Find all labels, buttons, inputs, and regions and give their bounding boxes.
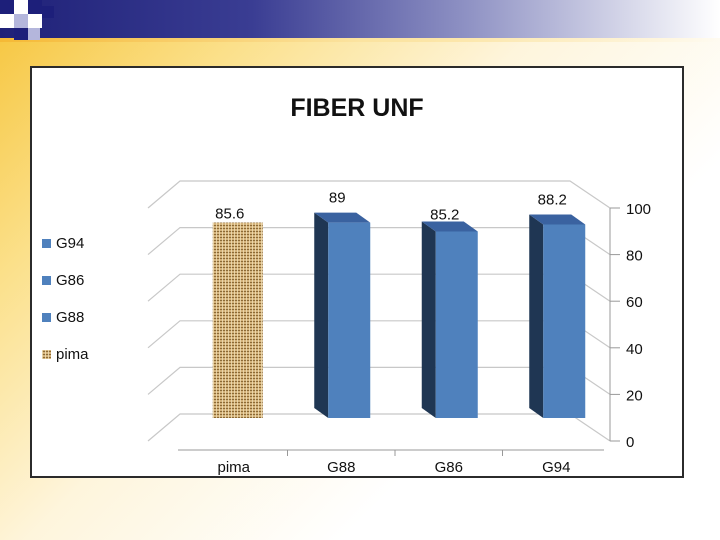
bars-layer xyxy=(212,212,586,418)
legend-label: G94 xyxy=(56,235,84,252)
bar-side xyxy=(314,212,329,418)
legend: G94 G86 G88 pima xyxy=(42,235,89,363)
bar-front xyxy=(212,222,263,418)
legend-swatch xyxy=(42,313,51,322)
bar-g88 xyxy=(314,212,371,418)
x-axis-categories: pima G88 G86 G94 xyxy=(217,450,570,476)
bar-side xyxy=(421,221,436,418)
y-axis-ticks: 0 20 40 60 80 100 xyxy=(609,201,651,451)
data-labels-layer: 85.6 89 85.2 88.2 xyxy=(215,190,567,224)
bar-chart: FIBER UNF 0 20 40 60 80 100 85.6 89 85.2 88.2 pi… xyxy=(42,94,651,476)
bar-front xyxy=(543,224,586,418)
category-label: G88 xyxy=(327,459,355,476)
bar-top xyxy=(421,221,478,232)
y-tick-label: 40 xyxy=(626,341,643,358)
bar-top xyxy=(529,214,586,225)
chart-frame: FIBER UNF 0 20 40 60 80 100 85.6 89 85.2 88.2 pi… xyxy=(30,66,684,478)
legend-label: pima xyxy=(56,346,89,363)
gridline xyxy=(147,227,611,256)
category-label: G94 xyxy=(542,459,570,476)
data-label: 85.6 xyxy=(215,206,244,223)
legend-swatch xyxy=(42,276,51,285)
gridline xyxy=(147,320,611,349)
bar-front xyxy=(328,222,371,418)
gridline xyxy=(147,366,611,395)
grid-layer xyxy=(147,180,611,451)
data-label: 88.2 xyxy=(538,191,567,208)
legend-label: G86 xyxy=(56,272,84,289)
y-tick-label: 60 xyxy=(626,294,643,311)
bar-side xyxy=(529,214,544,418)
y-tick-label: 80 xyxy=(626,248,643,265)
bar-g94 xyxy=(529,214,586,418)
slide-header-accent xyxy=(0,38,720,42)
data-label: 89 xyxy=(329,190,346,207)
chart-title: FIBER UNF xyxy=(290,94,423,122)
category-label: pima xyxy=(217,459,250,476)
category-label: G86 xyxy=(435,459,463,476)
y-tick-label: 20 xyxy=(626,387,643,404)
bar-top xyxy=(314,212,371,223)
y-tick-label: 0 xyxy=(626,434,634,451)
legend-label: G88 xyxy=(56,309,84,326)
bar-g86 xyxy=(421,221,478,418)
bar-front xyxy=(435,231,478,418)
bar-pima xyxy=(212,222,263,418)
y-tick-label: 100 xyxy=(626,201,651,218)
legend-swatch xyxy=(42,350,51,359)
data-label: 85.2 xyxy=(430,206,459,223)
gridline xyxy=(147,273,611,302)
legend-swatch xyxy=(42,239,51,248)
slide-header-bar xyxy=(0,0,720,38)
gridline xyxy=(147,413,611,442)
gridline xyxy=(147,180,611,209)
